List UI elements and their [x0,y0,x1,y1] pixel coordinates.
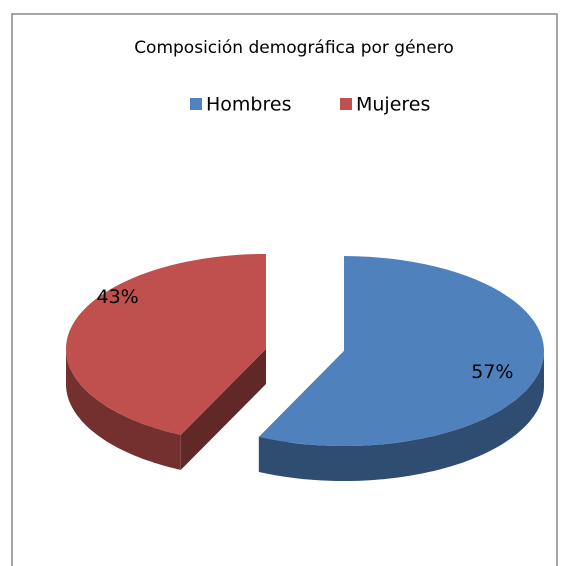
chart-title: Composición demográfica por género [134,38,454,58]
slice-side [258,351,544,481]
legend-swatch [340,98,352,110]
data-label: 43% [97,286,139,308]
slice-side [66,349,181,470]
legend-label: Hombres [206,94,291,116]
slice-cut-face [180,349,266,470]
slice [66,254,266,435]
legend-swatch [190,98,202,110]
legend-label: Mujeres [356,94,430,116]
data-label: 57% [471,361,513,383]
slice [258,256,544,446]
